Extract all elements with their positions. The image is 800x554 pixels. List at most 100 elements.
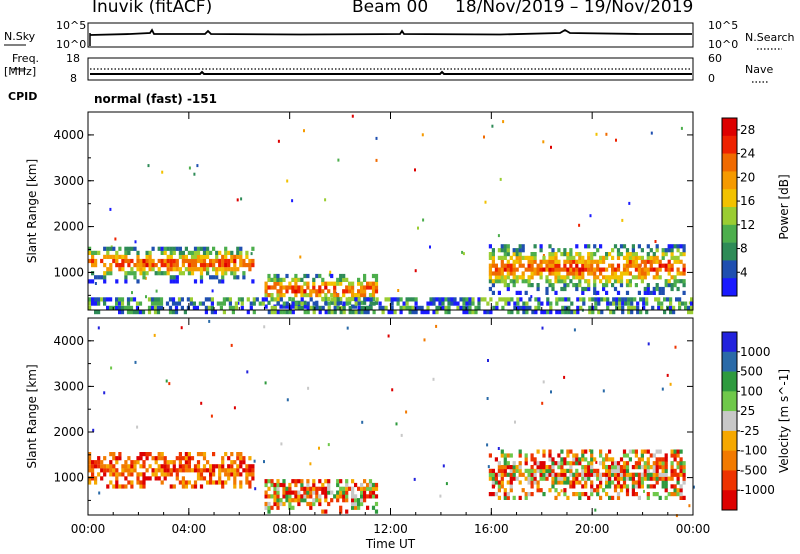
echo-cell	[640, 472, 644, 477]
echo-cell	[236, 250, 240, 255]
freq-label: Freq.	[12, 52, 40, 65]
echo-cell	[312, 482, 316, 488]
colorbar-segment	[722, 207, 737, 226]
echo-cell	[315, 486, 319, 491]
echo-cell	[658, 472, 662, 477]
echo-cell	[447, 297, 451, 302]
echo-cell	[88, 279, 92, 284]
echo-cell	[509, 453, 513, 458]
echo-cell	[215, 258, 219, 264]
echo-cell	[345, 509, 349, 514]
echo-cell	[387, 297, 391, 302]
echo-cell	[605, 255, 609, 260]
echo-cell	[291, 479, 295, 484]
echo-cell	[94, 297, 98, 302]
echo-cell	[590, 263, 594, 268]
echo-cell	[142, 271, 146, 276]
echo-cell	[576, 297, 580, 302]
echo-cell	[258, 301, 262, 306]
echo-cell	[339, 273, 343, 279]
echo-cell	[199, 271, 204, 276]
echo-cell	[196, 452, 201, 457]
echo-cell	[221, 271, 225, 276]
echo-cell	[408, 305, 412, 310]
echo-cell	[368, 490, 373, 495]
y-tick-label: 4000	[53, 128, 84, 142]
scatter-speck	[196, 164, 199, 168]
echo-cell	[655, 472, 659, 477]
echo-cell	[652, 461, 656, 466]
echo-cell	[109, 263, 113, 268]
echo-cell	[584, 468, 588, 473]
echo-cell	[549, 310, 553, 315]
echo-cell	[342, 277, 346, 282]
echo-cell	[518, 255, 522, 260]
echo-cell	[327, 289, 331, 294]
echo-cell	[578, 495, 582, 500]
echo-cell	[497, 472, 501, 477]
echo-cell	[503, 244, 507, 249]
echo-cell	[115, 297, 119, 302]
echo-cell	[628, 472, 632, 477]
echo-cell	[357, 310, 361, 315]
echo-cell	[624, 297, 628, 302]
echo-cell	[554, 252, 558, 257]
echo-cell	[602, 275, 606, 280]
echo-cell	[199, 263, 204, 268]
echo-cell	[676, 465, 680, 470]
echo-cell	[327, 281, 331, 286]
echo-cell	[584, 484, 588, 489]
echo-cell	[94, 460, 98, 465]
echo-cell	[545, 259, 549, 264]
echo-cell	[145, 456, 149, 461]
echo-cell	[539, 461, 543, 466]
echo-cell	[206, 468, 210, 473]
echo-cell	[218, 464, 222, 469]
echo-cell	[491, 255, 495, 260]
echo-cell	[537, 297, 541, 302]
echo-cell	[109, 472, 113, 477]
echo-cell	[228, 297, 232, 302]
echo-cell	[572, 267, 576, 272]
y-tick-label: 1000	[53, 265, 84, 279]
freq-tick-top: 18	[66, 52, 80, 65]
echo-cell	[657, 305, 661, 310]
echo-cell	[542, 267, 546, 272]
echo-cell	[112, 484, 116, 489]
echo-cell	[492, 305, 496, 310]
scatter-speck	[661, 387, 664, 391]
echo-cell	[342, 310, 346, 315]
echo-cell	[351, 498, 355, 503]
echo-cell	[255, 297, 259, 302]
echo-cell	[169, 472, 173, 477]
echo-cell	[441, 305, 445, 310]
echo-cell	[327, 310, 331, 315]
echo-cell	[291, 277, 295, 282]
echo-cell	[366, 494, 370, 499]
echo-cell	[503, 495, 507, 500]
echo-cell	[312, 285, 316, 290]
echo-cell	[649, 290, 653, 295]
echo-cell	[273, 482, 277, 488]
colorbar-label: Velocity [m s^-1]	[777, 369, 791, 473]
echo-cell	[611, 267, 615, 272]
echo-cell	[536, 465, 540, 470]
scatter-speck	[688, 301, 691, 305]
echo-cell	[630, 305, 634, 310]
echo-cell	[187, 456, 191, 461]
echo-cell	[357, 289, 361, 294]
echo-cell	[354, 482, 358, 488]
echo-cell	[503, 488, 507, 493]
freq-unit-label: [MHz]	[4, 65, 37, 78]
echo-cell	[676, 449, 680, 454]
echo-cell	[606, 305, 610, 310]
scatter-speck	[421, 133, 424, 137]
echo-cell	[178, 480, 182, 485]
echo-cell	[420, 310, 424, 315]
scatter-speck	[109, 207, 112, 211]
echo-cell	[509, 271, 513, 276]
scatter-speck	[246, 370, 249, 374]
echo-cell	[154, 456, 158, 461]
echo-cell	[264, 479, 268, 484]
echo-cell	[504, 297, 508, 302]
